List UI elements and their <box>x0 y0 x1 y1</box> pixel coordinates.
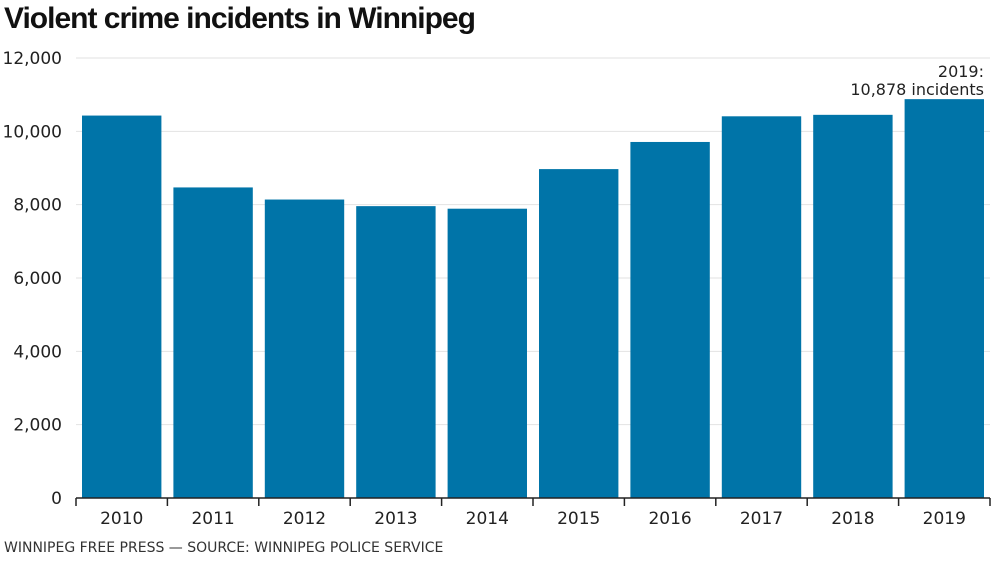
x-tick-label: 2017 <box>740 509 783 529</box>
x-tick-label: 2019 <box>923 509 966 529</box>
x-tick-label: 2011 <box>191 509 234 529</box>
bar-2015 <box>539 169 619 498</box>
bar-2014 <box>447 208 527 498</box>
x-tick-label: 2012 <box>283 509 326 529</box>
bar-2019 <box>904 99 984 498</box>
x-tick-label: 2015 <box>557 509 600 529</box>
bar-2012 <box>264 199 345 499</box>
x-tick-label: 2013 <box>374 509 417 529</box>
y-tick-label: 12,000 <box>3 49 62 69</box>
x-tick-label: 2016 <box>648 509 691 529</box>
y-tick-label: 4,000 <box>13 342 62 362</box>
bar-2010 <box>82 115 162 499</box>
annotation-year: 2019: <box>938 62 984 81</box>
annotation-value: 10,878 incidents <box>850 80 984 99</box>
y-tick-label: 2,000 <box>13 416 62 436</box>
bar-2016 <box>630 141 710 498</box>
bars <box>82 99 984 499</box>
y-tick-label: 10,000 <box>3 122 62 142</box>
chart-title: Violent crime incidents in Winnipeg <box>4 2 476 35</box>
y-tick-label: 8,000 <box>13 196 62 216</box>
y-tick-label: 6,000 <box>13 269 62 289</box>
bar-2018 <box>813 114 893 498</box>
bar-2017 <box>721 116 802 499</box>
bar-2011 <box>173 187 253 498</box>
x-axis: 2010 2011 2012 2013 2014 2015 2016 2017 2018 2019 <box>75 497 991 529</box>
bar-2013 <box>356 206 436 498</box>
y-tick-label: 0 <box>51 489 62 509</box>
x-tick-label: 2010 <box>100 509 143 529</box>
x-tick-label: 2014 <box>466 509 509 529</box>
x-tick-label: 2018 <box>831 509 874 529</box>
y-axis-tick-labels: 0 2,000 4,000 6,000 8,000 10,000 12,000 <box>3 49 62 509</box>
annotation: 2019:10,878 incidents <box>850 62 984 99</box>
source-credit: WINNIPEG FREE PRESS — SOURCE: WINNIPEG P… <box>4 540 444 556</box>
